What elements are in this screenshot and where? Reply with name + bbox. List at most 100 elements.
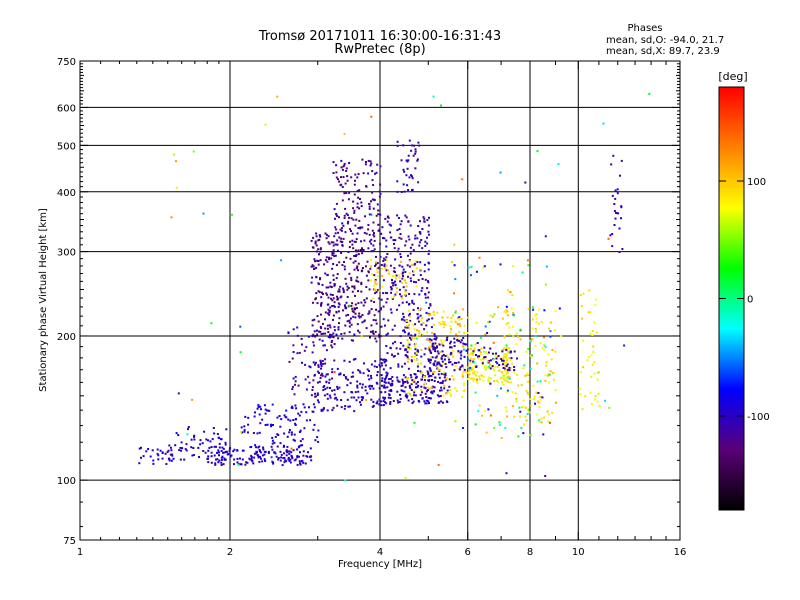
data-point xyxy=(308,381,311,384)
data-point xyxy=(225,450,227,453)
data-point xyxy=(340,399,343,401)
data-point xyxy=(365,274,368,277)
data-point xyxy=(361,252,364,255)
data-point xyxy=(364,385,367,388)
data-point xyxy=(345,282,348,285)
data-point xyxy=(328,324,331,327)
data-point xyxy=(337,326,340,329)
data-point xyxy=(321,291,323,294)
data-point xyxy=(365,286,368,288)
data-point xyxy=(391,376,394,378)
data-point xyxy=(421,247,424,250)
data-point xyxy=(445,339,448,342)
data-point xyxy=(433,380,436,382)
data-point xyxy=(520,384,523,386)
data-point xyxy=(466,347,469,350)
data-point xyxy=(424,379,426,382)
data-point xyxy=(580,317,583,320)
data-point xyxy=(382,318,385,321)
data-point xyxy=(362,304,365,307)
data-point xyxy=(391,281,394,284)
data-point xyxy=(453,361,456,364)
data-point xyxy=(492,315,495,318)
data-point xyxy=(416,381,419,383)
data-point xyxy=(293,433,296,436)
data-point xyxy=(322,389,325,392)
data-points xyxy=(138,92,651,482)
data-point xyxy=(495,361,498,363)
data-point xyxy=(362,372,365,375)
data-point xyxy=(413,358,416,361)
data-point xyxy=(338,261,341,264)
data-point xyxy=(339,285,342,288)
data-point xyxy=(422,216,425,219)
data-point xyxy=(412,302,415,305)
data-point xyxy=(277,458,280,461)
data-point xyxy=(469,357,472,360)
data-point xyxy=(467,366,470,369)
data-point xyxy=(438,376,441,379)
data-point xyxy=(502,383,505,386)
data-point xyxy=(341,264,344,266)
data-point xyxy=(478,378,481,381)
data-point xyxy=(471,368,474,371)
data-point xyxy=(402,271,404,274)
data-point xyxy=(442,371,445,374)
data-point xyxy=(343,332,346,335)
data-point xyxy=(436,357,439,360)
data-point xyxy=(378,228,381,231)
data-point xyxy=(256,451,258,454)
data-point xyxy=(428,338,431,341)
data-point xyxy=(313,406,316,409)
data-point xyxy=(487,376,490,379)
data-point xyxy=(392,342,394,345)
data-point xyxy=(371,170,374,173)
data-point xyxy=(355,279,358,282)
data-point xyxy=(368,370,370,372)
data-point xyxy=(408,176,411,179)
data-point xyxy=(536,362,539,365)
data-point xyxy=(384,217,387,220)
colorbar-tick-label: -100 xyxy=(747,412,770,423)
data-point xyxy=(399,233,402,235)
data-point xyxy=(479,358,482,361)
data-point xyxy=(283,444,285,447)
data-point xyxy=(345,170,348,172)
data-point xyxy=(427,397,430,399)
x-tick-label: 4 xyxy=(377,547,383,558)
data-point xyxy=(534,314,537,317)
data-point xyxy=(311,246,314,249)
data-point xyxy=(515,400,518,403)
data-point xyxy=(437,401,440,404)
data-point xyxy=(361,267,364,269)
data-point xyxy=(357,280,360,283)
data-point xyxy=(463,332,466,335)
data-point xyxy=(419,370,422,373)
data-point xyxy=(427,400,430,403)
data-point xyxy=(419,393,422,396)
data-point xyxy=(427,389,429,391)
data-point xyxy=(493,380,496,382)
data-point xyxy=(443,321,446,324)
data-point xyxy=(311,351,314,354)
data-point xyxy=(319,377,322,379)
data-point xyxy=(324,327,327,330)
data-point xyxy=(540,321,543,324)
data-point xyxy=(314,361,317,364)
data-point xyxy=(470,348,473,351)
data-point xyxy=(247,431,249,434)
data-point xyxy=(380,264,383,266)
data-point xyxy=(347,405,350,408)
data-point xyxy=(346,179,349,182)
data-point xyxy=(296,448,299,451)
data-point xyxy=(428,250,431,253)
data-point xyxy=(341,241,343,244)
data-point xyxy=(492,341,495,344)
data-point xyxy=(327,286,330,289)
data-point xyxy=(411,337,413,340)
data-point xyxy=(396,379,399,382)
data-point xyxy=(544,346,547,349)
data-point xyxy=(384,324,386,327)
data-point xyxy=(375,283,378,286)
data-point xyxy=(427,268,430,271)
